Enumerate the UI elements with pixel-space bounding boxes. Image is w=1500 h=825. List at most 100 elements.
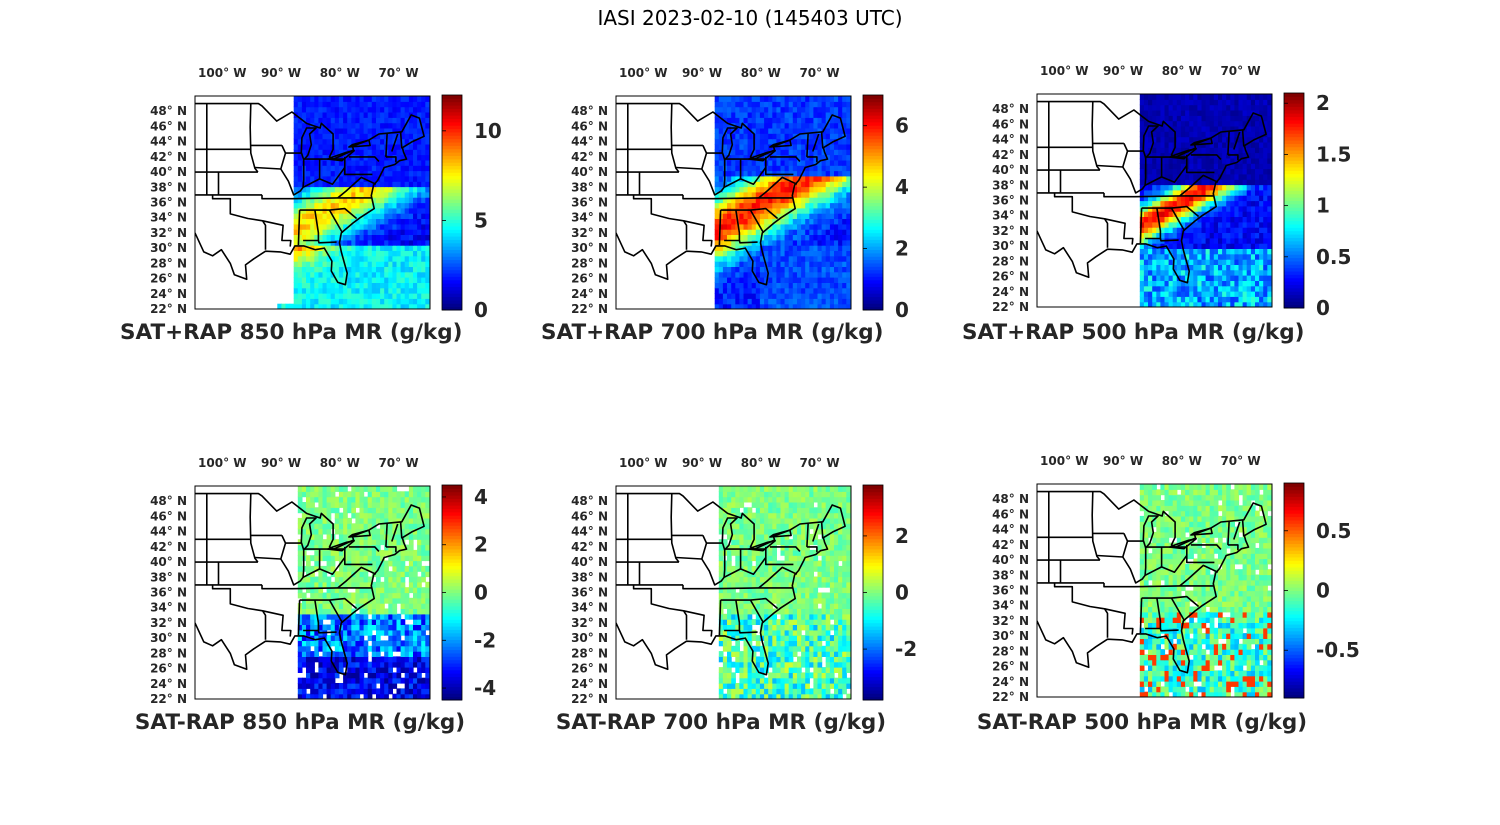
data-cell (330, 122, 336, 129)
data-cell (722, 197, 728, 204)
state-boundary (297, 210, 301, 246)
data-cell (1180, 131, 1186, 138)
data-cell (326, 202, 332, 209)
data-cell (1250, 189, 1256, 196)
data-cell (797, 287, 802, 294)
colorbar-segment (863, 175, 883, 180)
data-cell (367, 234, 373, 241)
lon-tick-label: 70° W (1220, 64, 1260, 78)
data-cell (380, 688, 385, 695)
data-cell (731, 266, 736, 273)
data-cell (355, 117, 361, 124)
data-cell (297, 250, 303, 257)
data-cell (817, 122, 823, 129)
data-cell (1230, 301, 1235, 307)
data-cell (396, 117, 402, 124)
data-cell (813, 106, 819, 113)
data-cell (776, 170, 782, 177)
data-cell (821, 213, 827, 219)
colorbar-segment (1284, 281, 1304, 285)
data-cell (1139, 296, 1145, 303)
data-cell (1222, 157, 1227, 164)
data-cell (739, 181, 745, 188)
data-cell (404, 170, 410, 177)
data-cell (1156, 285, 1161, 292)
data-cell (1148, 248, 1153, 255)
data-cell (384, 117, 389, 124)
colorbar-segment (442, 195, 462, 200)
data-cell (776, 223, 782, 230)
data-cell (338, 127, 344, 134)
data-cell (1263, 184, 1268, 191)
data-cell (780, 255, 786, 262)
data-cell (1255, 157, 1260, 164)
colorbar-segment (1284, 294, 1304, 299)
data-cell (722, 96, 728, 102)
data-cell (801, 287, 806, 294)
data-cell (392, 624, 398, 631)
data-cell (400, 651, 406, 657)
data-cell (1267, 125, 1272, 132)
data-cell (747, 159, 753, 166)
data-cell (797, 143, 802, 150)
data-cell (739, 170, 745, 177)
data-cell (1139, 147, 1145, 154)
data-cell (396, 677, 402, 684)
data-cell (421, 619, 426, 625)
data-cell (297, 122, 303, 129)
data-cell (780, 245, 786, 251)
data-cell (380, 175, 385, 182)
data-cell (829, 213, 835, 219)
data-cell (1267, 104, 1272, 111)
data-cell (829, 261, 835, 267)
data-cell (1197, 301, 1203, 307)
data-cell (359, 629, 365, 636)
data-cell (1168, 248, 1174, 255)
data-cell (347, 117, 352, 124)
data-cell (1139, 136, 1145, 143)
data-cell (727, 101, 732, 108)
data-cell (805, 282, 810, 289)
colorbar-frame (1283, 92, 1305, 309)
data-cell (338, 133, 344, 140)
data-cell (1201, 179, 1207, 186)
data-cell (735, 122, 740, 129)
data-cell (392, 223, 398, 230)
data-cell (842, 112, 847, 118)
data-cell (797, 261, 802, 267)
data-cell (417, 693, 422, 699)
data-cell (1222, 243, 1227, 249)
data-cell (351, 597, 356, 604)
data-cell (343, 603, 348, 609)
data-cell (747, 287, 753, 294)
data-cell (1176, 136, 1182, 143)
data-cell (764, 143, 769, 150)
data-cell (1185, 120, 1190, 127)
data-cell (425, 138, 430, 145)
data-cell (1201, 285, 1207, 292)
data-cell (718, 154, 724, 161)
data-cell (1143, 253, 1149, 260)
data-cell (376, 619, 381, 625)
data-cell (408, 106, 414, 113)
data-cell (367, 127, 373, 134)
data-cell (768, 197, 773, 204)
lat-tick-label: 38° N (571, 180, 608, 194)
data-cell (1238, 141, 1244, 148)
data-cell (755, 170, 761, 177)
data-cell (813, 229, 819, 235)
data-cell (1263, 259, 1268, 265)
data-cell (1152, 227, 1157, 233)
data-cell (413, 603, 418, 609)
data-cell (306, 202, 311, 209)
data-cell (1160, 285, 1166, 292)
data-cell (425, 202, 430, 209)
data-cell (759, 213, 765, 219)
data-cell (400, 303, 406, 309)
data-cell (301, 138, 307, 145)
data-cell (318, 106, 324, 113)
data-cell (1242, 243, 1248, 249)
data-cell (1201, 163, 1207, 170)
data-cell (784, 149, 790, 156)
data-cell (334, 672, 340, 679)
